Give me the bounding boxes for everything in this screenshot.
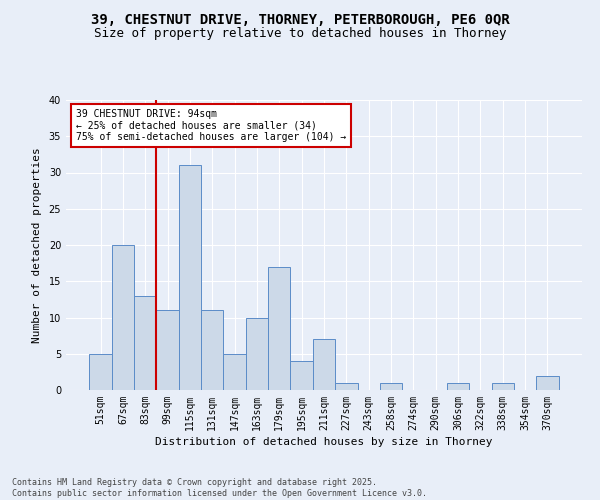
Text: 39 CHESTNUT DRIVE: 94sqm
← 25% of detached houses are smaller (34)
75% of semi-d: 39 CHESTNUT DRIVE: 94sqm ← 25% of detach… [76,108,347,142]
Bar [134,296,157,390]
Text: 39, CHESTNUT DRIVE, THORNEY, PETERBOROUGH, PE6 0QR: 39, CHESTNUT DRIVE, THORNEY, PETERBOROUG… [91,12,509,26]
Text: Contains HM Land Registry data © Crown copyright and database right 2025.
Contai: Contains HM Land Registry data © Crown c… [12,478,427,498]
Bar [201,310,223,390]
Bar [223,354,246,390]
Bar [536,376,559,390]
Bar [447,383,469,390]
Bar [179,165,201,390]
Bar [491,383,514,390]
Bar [380,383,402,390]
Bar [89,354,112,390]
Bar [335,383,358,390]
Bar [112,245,134,390]
Text: Size of property relative to detached houses in Thorney: Size of property relative to detached ho… [94,28,506,40]
Bar [268,267,290,390]
Y-axis label: Number of detached properties: Number of detached properties [32,147,41,343]
X-axis label: Distribution of detached houses by size in Thorney: Distribution of detached houses by size … [155,437,493,447]
Bar [157,310,179,390]
Bar [313,339,335,390]
Bar [290,361,313,390]
Bar [246,318,268,390]
